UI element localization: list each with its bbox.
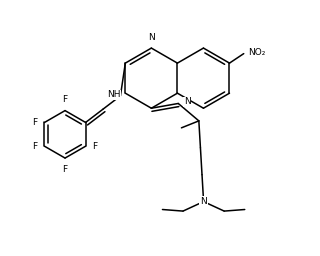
Text: F: F xyxy=(62,165,68,174)
Text: F: F xyxy=(32,118,37,127)
Text: N: N xyxy=(184,97,191,106)
Text: N: N xyxy=(200,197,207,206)
Text: NO₂: NO₂ xyxy=(249,48,266,57)
Text: F: F xyxy=(62,95,68,104)
Text: F: F xyxy=(32,142,37,151)
Text: NH: NH xyxy=(107,90,121,99)
Text: N: N xyxy=(148,33,155,42)
Text: F: F xyxy=(92,142,98,151)
